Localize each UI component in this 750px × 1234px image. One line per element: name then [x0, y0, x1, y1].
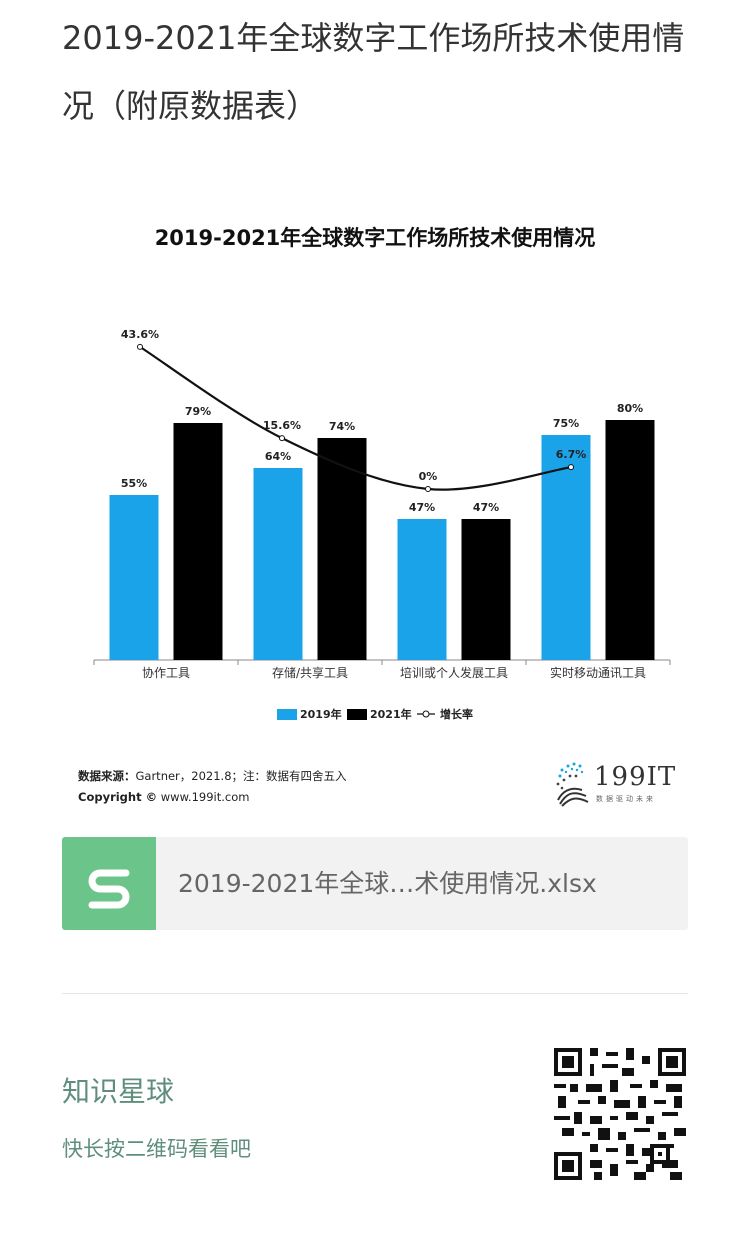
bar-2019-2 — [397, 519, 447, 660]
source-text: Gartner，2021.8；注：数据有四舍五入 — [135, 769, 347, 783]
bar-label: 74% — [329, 420, 355, 433]
x-tick-label: 协作工具 — [142, 665, 190, 680]
legend-swatch-0 — [277, 709, 297, 720]
qr-code[interactable] — [554, 1048, 686, 1180]
page-title: 2019-2021年全球数字工作场所技术使用情况（附原数据表） — [62, 19, 685, 125]
x-tick-label: 实时移动通讯工具 — [550, 665, 646, 680]
brand-logo: 199IT 数据驱动未来 — [552, 760, 682, 810]
growth-rate-point — [279, 435, 285, 442]
logo-tagline: 数据驱动未来 — [596, 795, 656, 803]
growth-rate-point — [568, 464, 574, 471]
bar-label: 47% — [473, 501, 499, 514]
bar-label: 79% — [185, 405, 211, 418]
bar-2019-1 — [253, 468, 303, 660]
promo-subtitle: 快长按二维码看看吧 — [62, 1137, 251, 1161]
growth-rate-label: 0% — [419, 470, 438, 483]
spreadsheet-icon — [62, 837, 156, 930]
copyright-url: www.199it.com — [160, 790, 250, 804]
legend-label: 2019年 — [300, 707, 342, 721]
bar-2021-1 — [317, 438, 367, 660]
dandelion-icon — [556, 762, 589, 807]
file-attachment[interactable]: 2019-2021年全球…术使用情况.xlsx — [62, 837, 688, 930]
bar-2021-2 — [461, 519, 511, 660]
growth-rate-point — [137, 343, 143, 350]
chart-svg: 55% 79% 协作工具 64% 74% 存储/共享工具 47% 47% 培训或个人发展工具 75… — [93, 328, 671, 721]
growth-rate-label: 43.6% — [121, 328, 159, 341]
bar-label: 55% — [121, 477, 147, 490]
growth-rate-line — [139, 345, 572, 491]
bar-label: 47% — [409, 501, 435, 514]
legend-line-marker — [422, 710, 430, 718]
legend-label: 增长率 — [440, 707, 473, 721]
legend-label: 2021年 — [370, 707, 412, 721]
source-note: 数据来源：Gartner，2021.8；注：数据有四舍五入 Copyright … — [78, 766, 347, 808]
bar-2021-3 — [605, 420, 655, 660]
bar-2021-0 — [173, 423, 223, 660]
growth-rate-label: 6.7% — [556, 448, 587, 461]
chart-title: 2019-2021年全球数字工作场所技术使用情况 — [154, 226, 596, 250]
divider — [62, 993, 688, 994]
x-tick-label: 培训或个人发展工具 — [400, 665, 508, 680]
growth-rate-point — [425, 486, 431, 492]
chart-container: 2019-2021年全球数字工作场所技术使用情况 55% 79% 协作工具 64% 74… — [62, 200, 688, 820]
source-label: 数据来源： — [78, 769, 136, 783]
bar-label: 80% — [617, 402, 643, 415]
promo-title: 知识星球 — [62, 1075, 175, 1108]
x-tick-label: 存储/共享工具 — [272, 665, 348, 680]
bar-2019-0 — [109, 495, 159, 660]
logo-text: 199IT — [594, 762, 677, 792]
bar-label: 75% — [553, 417, 579, 430]
bar-label: 64% — [265, 450, 291, 463]
file-name[interactable]: 2019-2021年全球…术使用情况.xlsx — [178, 869, 597, 898]
growth-rate-label: 15.6% — [263, 419, 301, 432]
copyright-label: Copyright © — [78, 790, 158, 804]
legend-swatch-1 — [347, 709, 367, 720]
